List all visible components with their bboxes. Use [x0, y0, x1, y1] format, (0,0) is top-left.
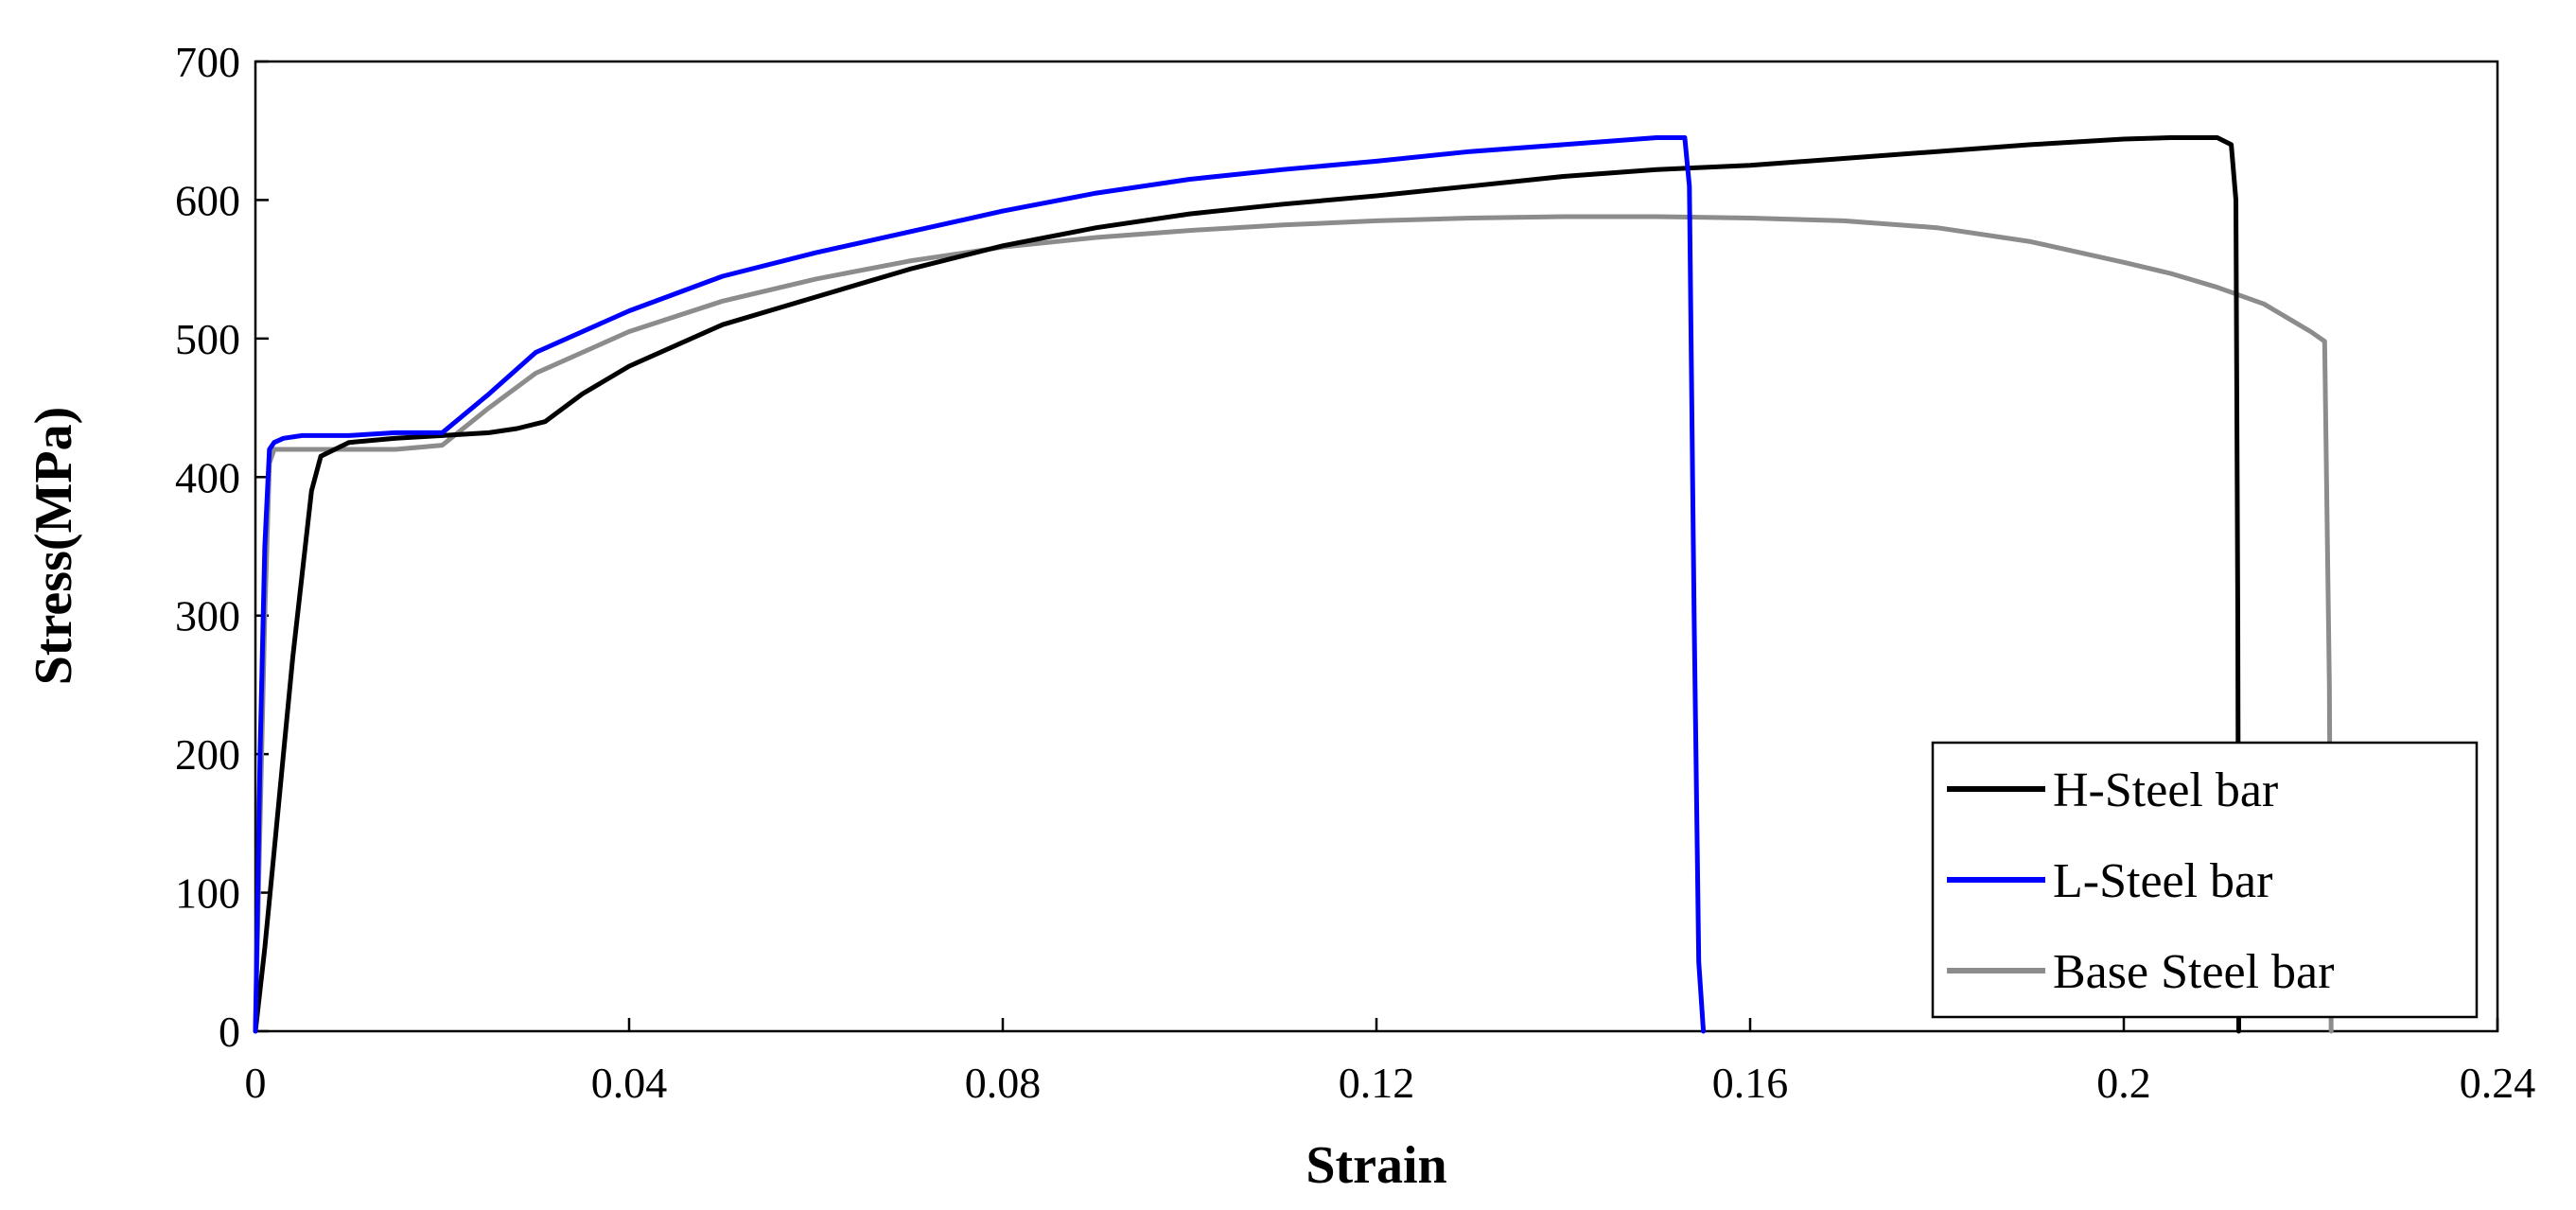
y-tick-label: 0 — [219, 1008, 240, 1056]
x-tick-label: 0.08 — [965, 1059, 1042, 1107]
legend-label-l-steel: L-Steel bar — [2053, 854, 2272, 908]
x-axis-title: Strain — [1306, 1136, 1446, 1195]
x-tick-label: 0.24 — [2460, 1059, 2536, 1107]
y-tick-label: 400 — [175, 453, 240, 501]
y-axis-title: Stress(MPa) — [25, 407, 83, 685]
x-tick-label: 0.2 — [2096, 1059, 2151, 1107]
series-line-h-steel-bar — [253, 135, 2241, 1034]
y-tick-label: 500 — [175, 315, 240, 363]
y-tick-label: 700 — [175, 38, 240, 86]
legend: H-Steel bar L-Steel bar Base Steel bar — [1931, 741, 2479, 1019]
legend-label-h-steel: H-Steel bar — [2053, 763, 2278, 817]
series-line-l-steel-bar — [253, 135, 1707, 1034]
x-tick-label: 0.04 — [591, 1059, 668, 1107]
legend-label-base-steel: Base Steel bar — [2053, 945, 2334, 999]
series-layer — [253, 135, 2334, 1034]
x-tick-label: 0.12 — [1339, 1059, 1415, 1107]
y-axis-ticks: 0 100 200 300 400 500 600 700 — [175, 38, 269, 1056]
y-tick-label: 200 — [175, 730, 240, 779]
x-tick-label: 0 — [245, 1059, 267, 1107]
x-tick-label: 0.16 — [1712, 1059, 1789, 1107]
y-tick-label: 600 — [175, 176, 240, 224]
y-tick-label: 100 — [175, 869, 240, 918]
y-tick-label: 300 — [175, 592, 240, 640]
x-axis-ticks: 0 0.04 0.08 0.12 0.16 0.2 0.24 — [245, 1018, 2536, 1107]
